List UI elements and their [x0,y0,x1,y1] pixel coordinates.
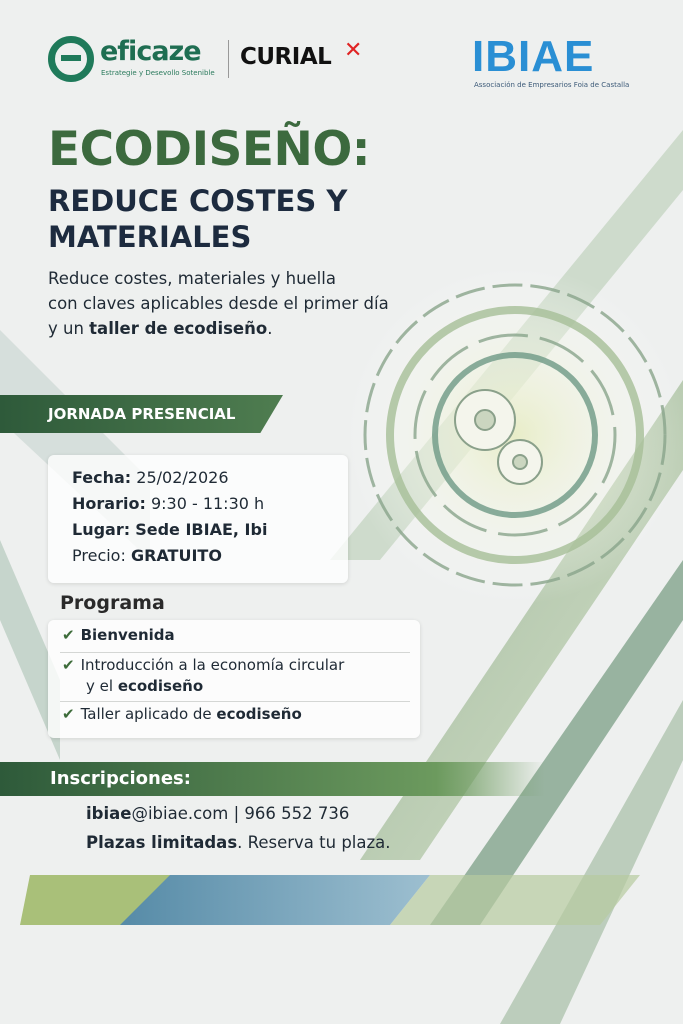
gear-icon [454,389,543,485]
limited-seats: Plazas limitadas. Reserva tu plaza. [86,833,391,852]
subtitle-line-2: MATERIALES [48,220,252,254]
program-item-text: Introducción a la economía circular [80,656,345,674]
detail-price: Precio: GRATUITO [72,546,222,565]
detail-time: Horario: 9:30 - 11:30 h [72,494,264,513]
curial-logo: CURIAL [240,44,332,70]
contact-email-phone: @ibiae.com | 966 552 736 [131,804,350,823]
logo-divider [228,40,229,78]
subtitle-line-1: REDUCE COSTES Y [48,184,348,218]
detail-place: Lugar: Sede IBIAE, Ibi [72,520,267,539]
intro-text: Reduce costes, materiales y huella con c… [48,266,408,341]
eficaze-tagline: Estrategie y Desevollo Sotenible [101,69,215,77]
registration-banner: Inscripciones: [0,762,545,796]
program-card [48,620,420,738]
program-item: ✔ Taller aplicado de ecodiseño [62,704,302,725]
intro-line-3: y un taller de ecodiseño. [48,316,408,341]
detail-value: GRATUITO [130,546,222,565]
contact-email-user: ibiae [86,804,132,823]
intro-line-3-pre: y un [48,319,90,338]
program-heading: Programa [60,592,165,614]
contact-line: ibiae@ibiae.com | 966 552 736 [86,804,349,823]
registration-heading: Inscripciones: [50,768,191,789]
limited-seats-text: . Reserva tu plaza. [237,833,391,852]
program-item-text: y el [86,677,118,695]
check-icon: ✔ [62,626,75,644]
details-card [48,455,348,583]
detail-label: Lugar: [72,520,131,539]
detail-value: 9:30 - 11:30 h [150,494,265,513]
program-item: ✔ Introducción a la economía circular y el… [62,655,344,697]
program-item-text: Taller aplicado de [80,705,217,723]
check-icon: ✔ [62,705,75,723]
intro-line-3-post: . [267,319,273,338]
program-item: ✔ Bienvenida [62,625,175,646]
program-item-bold: ecodiseño [117,677,204,695]
limited-seats-bold: Plazas limitadas [86,833,238,852]
page-title: ECODISEÑO: [48,122,371,177]
detail-value: Sede IBIAE, Ibi [135,520,268,539]
ibiae-tagline: Associación de Empresarios Foia de Casta… [474,81,630,89]
program-item-bold: ecodiseño [216,705,302,723]
intro-line-2: con claves aplicables desde el primer dí… [48,294,389,313]
intro-line-3-bold: taller de ecodiseño [89,319,268,338]
detail-value: 25/02/2026 [136,468,229,487]
event-type-banner: JORNADA PRESENCIAL [0,395,283,433]
detail-label: Precio: [72,546,126,565]
separator [60,701,410,702]
detail-date: Fecha: 25/02/2026 [72,468,229,487]
check-icon: ✔ [62,656,75,674]
detail-label: Fecha: [72,468,132,487]
program-item-text: Bienvenida [80,626,175,644]
intro-line-1: Reduce costes, materiales y huella [48,269,336,288]
event-type-label: JORNADA PRESENCIAL [48,405,236,423]
eficaze-logo: eficaze [100,36,202,67]
ibiae-logo: IBIAE [472,32,595,81]
eficaze-logo-icon [48,36,94,82]
curial-x-icon: ✕ [344,38,363,63]
separator [60,652,410,653]
detail-label: Horario: [72,494,146,513]
